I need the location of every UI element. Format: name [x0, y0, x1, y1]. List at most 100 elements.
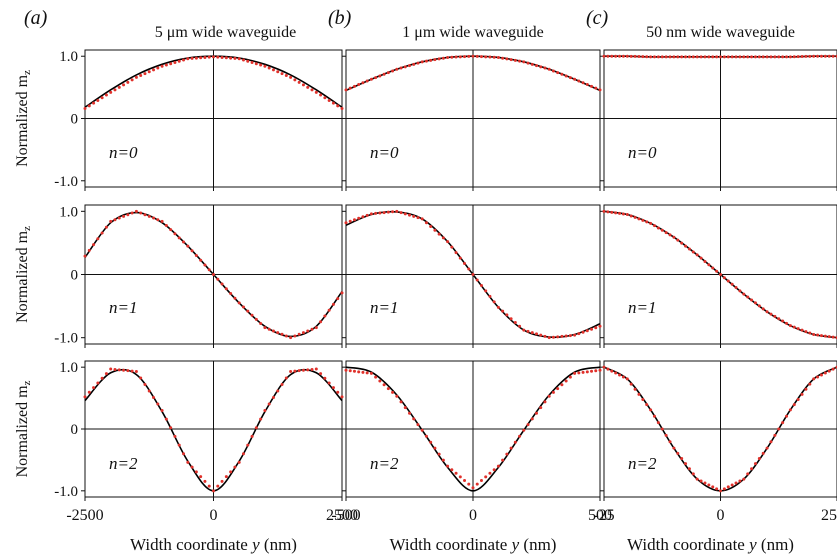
data-point	[224, 56, 228, 60]
data-point	[769, 312, 773, 316]
data-point	[577, 371, 581, 375]
data-point	[186, 244, 190, 248]
data-point	[730, 483, 734, 487]
subplot-3-n1: n=1	[600, 204, 837, 348]
data-point	[160, 408, 164, 412]
data-point	[289, 370, 293, 374]
data-point	[301, 83, 305, 87]
data-point	[707, 55, 711, 59]
x-axis-label-var: y	[250, 535, 260, 554]
data-point	[475, 54, 479, 58]
data-point	[87, 390, 91, 394]
data-point	[289, 75, 293, 79]
data-point	[788, 324, 792, 328]
data-point	[672, 235, 676, 239]
x-axis-label-var: y	[747, 535, 757, 554]
data-point	[788, 55, 792, 59]
data-point	[475, 278, 479, 282]
data-point	[656, 421, 660, 425]
data-point	[301, 368, 305, 372]
data-point	[420, 60, 424, 64]
data-point	[177, 59, 181, 63]
data-point	[629, 54, 633, 58]
data-point	[212, 55, 215, 59]
data-point	[590, 327, 594, 331]
data-point	[560, 72, 564, 76]
data-point	[598, 88, 602, 92]
data-point	[344, 88, 348, 92]
data-point	[92, 386, 96, 390]
data-point	[250, 60, 254, 64]
data-point	[319, 320, 323, 324]
data-point	[726, 279, 730, 283]
data-point	[147, 214, 151, 218]
data-point	[331, 101, 335, 105]
data-point	[753, 462, 757, 466]
data-point	[618, 54, 622, 58]
data-point	[573, 77, 577, 81]
data-point	[429, 224, 433, 228]
data-point	[134, 75, 138, 79]
data-point	[352, 369, 356, 373]
data-point	[518, 324, 522, 328]
data-point	[614, 211, 618, 215]
data-point	[306, 368, 310, 372]
data-point	[87, 104, 91, 108]
data-point	[505, 57, 509, 61]
data-point	[590, 369, 594, 373]
data-point	[199, 56, 203, 60]
data-point	[357, 370, 361, 374]
data-point	[194, 254, 198, 258]
data-point	[492, 300, 496, 304]
data-point	[564, 334, 568, 338]
data-point	[785, 414, 789, 418]
data-point	[233, 296, 237, 300]
data-point	[577, 332, 581, 336]
data-point	[765, 55, 769, 59]
y-tick-label: 0	[71, 112, 79, 128]
data-point	[722, 276, 726, 280]
data-point	[182, 240, 186, 244]
x-axis-label-var: y	[510, 535, 520, 554]
data-point	[424, 221, 428, 225]
data-point	[594, 326, 598, 330]
data-point	[100, 231, 104, 235]
data-point	[664, 231, 668, 235]
data-point	[573, 333, 577, 337]
data-point	[606, 367, 610, 371]
data-point	[348, 86, 352, 90]
data-point	[310, 88, 314, 92]
data-point	[284, 334, 288, 338]
data-point	[827, 369, 831, 373]
data-point	[547, 67, 551, 71]
data-point	[463, 262, 467, 266]
data-point	[726, 55, 730, 59]
data-point	[336, 390, 340, 394]
y-axis-label: Normalized mz	[14, 380, 33, 477]
data-point	[336, 104, 340, 108]
data-point	[271, 395, 275, 399]
data-point	[501, 458, 505, 462]
x-tick-label: 0	[210, 507, 218, 524]
data-point	[711, 266, 715, 270]
data-point	[467, 482, 471, 486]
data-point	[293, 334, 297, 338]
data-point	[707, 263, 711, 267]
data-point	[391, 210, 395, 214]
data-point	[827, 54, 831, 58]
data-point	[122, 83, 126, 87]
data-point	[719, 489, 722, 493]
data-point	[271, 329, 275, 333]
data-point	[641, 398, 645, 402]
data-point	[408, 64, 411, 68]
data-point	[585, 83, 589, 87]
data-point	[769, 440, 773, 444]
data-point	[564, 74, 568, 78]
data-point	[143, 72, 147, 76]
data-point	[492, 468, 496, 472]
data-point	[831, 367, 835, 371]
y-tick-label: 1.0	[59, 360, 78, 376]
data-point	[610, 369, 614, 373]
data-point	[637, 55, 641, 59]
data-point	[734, 481, 738, 485]
